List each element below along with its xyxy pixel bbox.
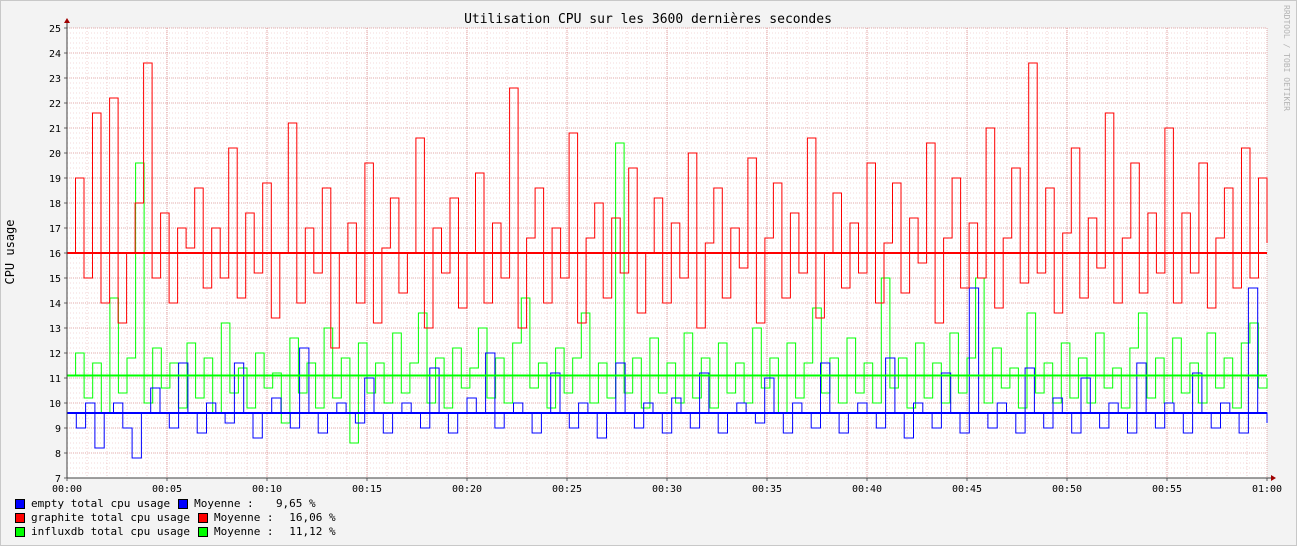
legend-swatch-influxdb [15, 527, 25, 537]
legend-avg-label-empty: Moyenne : [194, 497, 254, 510]
y-tick-label: 19 [49, 174, 61, 185]
legend-avg-label-graphite: Moyenne : [213, 511, 274, 524]
x-tick-label: 00:00 [52, 484, 82, 495]
x-tick-label: 00:35 [752, 484, 782, 495]
x-tick-label: 00:45 [952, 484, 982, 495]
x-tick-labels: 00:00 00:05 00:10 00:15 00:20 00:25 00:30 00:35… [52, 484, 1282, 495]
legend-row-influxdb: influxdb total cpu usage Moyenne : 11,12 % [15, 525, 336, 539]
legend-avg-value-influxdb: 11,12 % [289, 525, 336, 538]
x-tick-label: 00:10 [252, 484, 282, 495]
y-tick-label: 21 [49, 124, 61, 135]
legend-avg-swatch-empty [178, 499, 189, 509]
x-tick-label: 00:30 [652, 484, 682, 495]
x-tick-label: 00:05 [152, 484, 182, 495]
x-tick-label: 00:15 [352, 484, 382, 495]
y-tick-label: 23 [49, 74, 61, 85]
rrdtool-watermark: RRDTOOL / TOBI OETIKER [1282, 5, 1291, 111]
legend-swatch-empty [15, 499, 25, 509]
y-tick-label: 25 [49, 24, 61, 35]
legend-row-graphite: graphite total cpu usage Moyenne : 16,06 % [15, 511, 336, 525]
x-tick-label: 00:20 [452, 484, 482, 495]
y-tick-label: 13 [49, 324, 61, 335]
y-tick-label: 10 [49, 399, 61, 410]
x-tick-label: 00:50 [1052, 484, 1082, 495]
x-tick-label: 00:40 [852, 484, 882, 495]
legend-avg-value-empty: 9,65 % [275, 497, 316, 510]
series-line-influxdb [67, 142, 1268, 444]
y-tick-label: 16 [49, 249, 61, 260]
y-tick-label: 8 [55, 449, 61, 460]
y-tick-label: 12 [49, 349, 61, 360]
legend-avg-swatch-graphite [197, 513, 208, 523]
legend-avg-label-influxdb: Moyenne : [213, 525, 274, 538]
x-axis-arrow [1271, 475, 1276, 481]
y-axis-label: CPU usage [3, 219, 17, 284]
legend-swatch-graphite [15, 513, 25, 523]
legend-label-influxdb: influxdb total cpu usage [31, 525, 190, 538]
y-tick-label: 11 [49, 374, 61, 385]
legend-avg-swatch-influxdb [197, 527, 208, 537]
chart-title: Utilisation CPU sur les 3600 dernières s… [464, 12, 832, 27]
x-tick-label: 00:25 [552, 484, 582, 495]
legend-label-graphite: graphite total cpu usage [31, 511, 190, 524]
y-tick-label: 22 [49, 99, 61, 110]
y-axis-arrow [64, 18, 70, 23]
y-tick-label: 18 [49, 199, 61, 210]
y-tick-label: 15 [49, 274, 61, 285]
series-line-graphite [67, 62, 1268, 349]
y-tick-label: 9 [55, 424, 61, 435]
legend-label-empty: empty total cpu usage [31, 497, 171, 510]
average-lines [67, 252, 1267, 414]
y-tick-label: 17 [49, 224, 61, 235]
x-tick-label: 00:55 [1152, 484, 1182, 495]
axes [64, 18, 1276, 481]
y-tick-labels: 7 8 9 10 11 12 13 14 15 16 17 18 19 20 21 22 23 24 25 [49, 24, 61, 485]
y-tick-label: 20 [49, 149, 61, 160]
legend-row-empty: empty total cpu usage Moyenne : 9,65 % [15, 497, 336, 511]
legend: empty total cpu usage Moyenne :9,65 % gra… [15, 497, 336, 539]
y-tick-label: 7 [55, 474, 61, 485]
y-tick-label: 14 [49, 299, 61, 310]
y-tick-label: 24 [49, 49, 61, 60]
x-tick-label: 01:00 [1252, 484, 1282, 495]
legend-avg-value-graphite: 16,06 % [289, 511, 336, 524]
